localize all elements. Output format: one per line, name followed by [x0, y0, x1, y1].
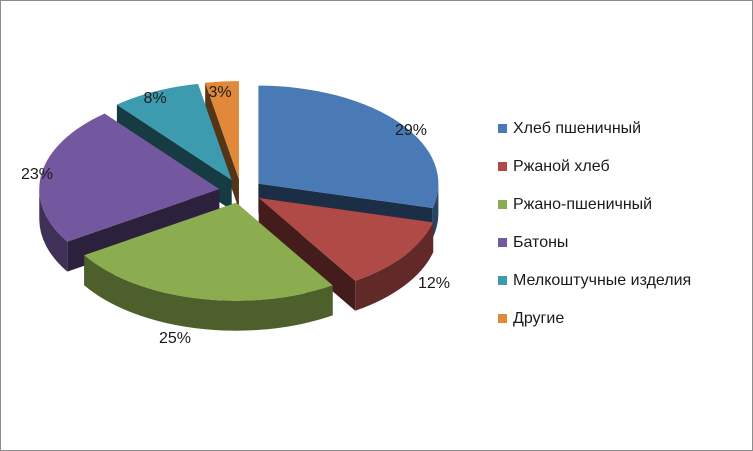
pie-slice — [116, 83, 232, 181]
legend-item: Другие — [498, 309, 748, 328]
pie-slice — [84, 202, 333, 301]
legend-item: Ржано-пшеничный — [498, 195, 748, 214]
data-label: 8% — [143, 90, 166, 107]
legend-label: Мелкоштучные изделия — [513, 271, 692, 289]
legend-swatch — [498, 200, 507, 209]
legend-label: Батоны — [513, 233, 569, 251]
legend-swatch — [498, 314, 507, 323]
data-label: 25% — [159, 330, 191, 347]
legend-item: Мелкоштучные изделия — [498, 271, 748, 290]
legend-item: Хлеб пшеничный — [498, 119, 748, 138]
legend-label: Ржано-пшеничный — [513, 195, 653, 213]
pie-slice — [39, 113, 220, 242]
data-label: 23% — [21, 166, 53, 183]
legend-label: Ржаной хлеб — [513, 157, 610, 175]
legend-swatch — [498, 124, 507, 133]
legend-item: Батоны — [498, 233, 748, 252]
legend-swatch — [498, 276, 507, 285]
legend-swatch — [498, 162, 507, 171]
legend-swatch — [498, 238, 507, 247]
pie-slice — [258, 85, 439, 209]
data-label: 12% — [418, 275, 450, 292]
data-label: 29% — [395, 122, 427, 139]
legend-label: Хлеб пшеничный — [513, 119, 642, 137]
data-label: 3% — [208, 84, 231, 101]
legend-label: Другие — [513, 309, 565, 327]
pie-slice — [205, 81, 239, 180]
legend: Хлеб пшеничный Ржаной хлеб Ржано-пшеничный… — [498, 119, 748, 347]
pie-slice — [258, 198, 434, 281]
legend-item: Ржаной хлеб — [498, 157, 748, 176]
pie-chart: 29% 12% 25% 23% 8% 3% — [21, 81, 450, 347]
